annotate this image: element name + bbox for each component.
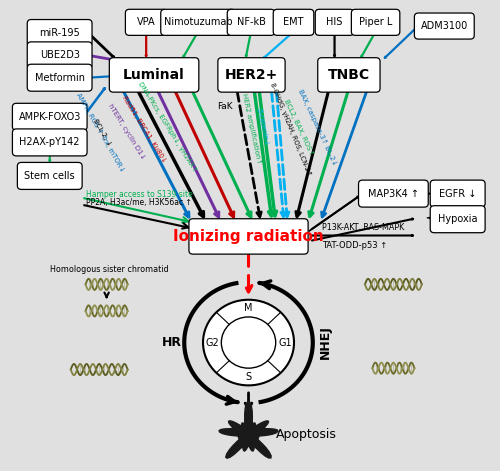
Text: P13K-AKT, RAS-MAPK: P13K-AKT, RAS-MAPK bbox=[322, 223, 404, 232]
FancyBboxPatch shape bbox=[430, 206, 485, 233]
Text: VPA: VPA bbox=[137, 17, 156, 27]
Circle shape bbox=[222, 317, 276, 368]
FancyBboxPatch shape bbox=[189, 219, 308, 254]
Text: Apoptosis: Apoptosis bbox=[276, 428, 336, 441]
Text: PP2A, H3ac/me, H3K56ac ↑: PP2A, H3ac/me, H3K56ac ↑ bbox=[86, 198, 192, 207]
Text: DNA-PKcs, EGFRph↓, γH2AX↑: DNA-PKcs, EGFRph↓, γH2AX↑ bbox=[138, 81, 198, 173]
Text: HER2+: HER2+ bbox=[225, 68, 278, 82]
Text: G1: G1 bbox=[278, 338, 291, 348]
Text: S: S bbox=[246, 372, 252, 382]
Text: HR: HR bbox=[162, 336, 182, 349]
Text: G2: G2 bbox=[206, 338, 219, 348]
FancyBboxPatch shape bbox=[126, 9, 167, 35]
FancyBboxPatch shape bbox=[352, 9, 400, 35]
Text: Ionizing radiation: Ionizing radiation bbox=[173, 229, 324, 244]
FancyBboxPatch shape bbox=[28, 42, 92, 69]
Text: Homologous sister chromatid: Homologous sister chromatid bbox=[50, 265, 168, 274]
FancyBboxPatch shape bbox=[430, 180, 485, 207]
Text: MAP3K4 ↑: MAP3K4 ↑ bbox=[368, 188, 419, 199]
FancyBboxPatch shape bbox=[218, 58, 285, 92]
FancyBboxPatch shape bbox=[228, 9, 274, 35]
FancyBboxPatch shape bbox=[273, 9, 314, 35]
Text: ADM3100: ADM3100 bbox=[420, 21, 468, 31]
Text: TAT-ODD-p53 ↑: TAT-ODD-p53 ↑ bbox=[322, 241, 387, 250]
Text: M: M bbox=[244, 303, 253, 313]
Text: TNBC: TNBC bbox=[328, 68, 370, 82]
FancyBboxPatch shape bbox=[28, 64, 92, 91]
Text: HER2 amplification↑: HER2 amplification↑ bbox=[241, 92, 262, 164]
Text: UBE2D3: UBE2D3 bbox=[40, 50, 80, 60]
Text: Metformin: Metformin bbox=[34, 73, 84, 83]
FancyBboxPatch shape bbox=[358, 180, 428, 207]
Text: Stem cells: Stem cells bbox=[24, 171, 75, 181]
FancyBboxPatch shape bbox=[110, 58, 199, 92]
Text: Hypoxia: Hypoxia bbox=[438, 214, 478, 224]
Text: EMT: EMT bbox=[284, 17, 304, 27]
Text: NHEJ: NHEJ bbox=[318, 325, 332, 359]
Text: Piper L: Piper L bbox=[359, 17, 392, 27]
Text: Rad51, BRCA1, Ku80↓: Rad51, BRCA1, Ku80↓ bbox=[122, 95, 168, 164]
Text: AMPK, ROS ↑ Trx, mTOR↓: AMPK, ROS ↑ Trx, mTOR↓ bbox=[76, 92, 126, 174]
Text: Nimotuzumab: Nimotuzumab bbox=[164, 17, 232, 27]
FancyBboxPatch shape bbox=[12, 103, 87, 130]
Text: HIS: HIS bbox=[326, 17, 342, 27]
Text: FaK: FaK bbox=[218, 102, 233, 111]
Circle shape bbox=[203, 300, 294, 385]
Polygon shape bbox=[219, 401, 278, 458]
Text: AMPK-FOXO3: AMPK-FOXO3 bbox=[18, 112, 81, 122]
Text: BCL2, BAX, ROS↑: BCL2, BAX, ROS↑ bbox=[283, 98, 314, 156]
FancyBboxPatch shape bbox=[161, 9, 236, 35]
Text: BAX, caspase-3↑ BL-2↓: BAX, caspase-3↑ BL-2↓ bbox=[298, 88, 339, 166]
Text: miR-195: miR-195 bbox=[40, 28, 80, 38]
FancyBboxPatch shape bbox=[318, 58, 380, 92]
FancyBboxPatch shape bbox=[414, 13, 474, 39]
Text: NF-kB: NF-kB bbox=[236, 17, 266, 27]
Text: H2AX-pY142: H2AX-pY142 bbox=[20, 138, 80, 147]
Text: Hamper access to S139 site: Hamper access to S139 site bbox=[86, 190, 192, 199]
Text: 8-OHdG, γH2AH, ROS, LCN-2↑: 8-OHdG, γH2AH, ROS, LCN-2↑ bbox=[269, 82, 312, 177]
Text: hTERT, cyclin D1↓: hTERT, cyclin D1↓ bbox=[106, 102, 146, 160]
FancyBboxPatch shape bbox=[12, 129, 87, 156]
Text: EGFR ↓: EGFR ↓ bbox=[439, 188, 476, 199]
FancyBboxPatch shape bbox=[316, 9, 354, 35]
Text: β-catenin↓: β-catenin↓ bbox=[255, 107, 269, 146]
FancyBboxPatch shape bbox=[18, 162, 82, 189]
Text: BCL-2, ↓: BCL-2, ↓ bbox=[92, 117, 112, 147]
Text: Luminal: Luminal bbox=[123, 68, 185, 82]
FancyBboxPatch shape bbox=[28, 19, 92, 47]
